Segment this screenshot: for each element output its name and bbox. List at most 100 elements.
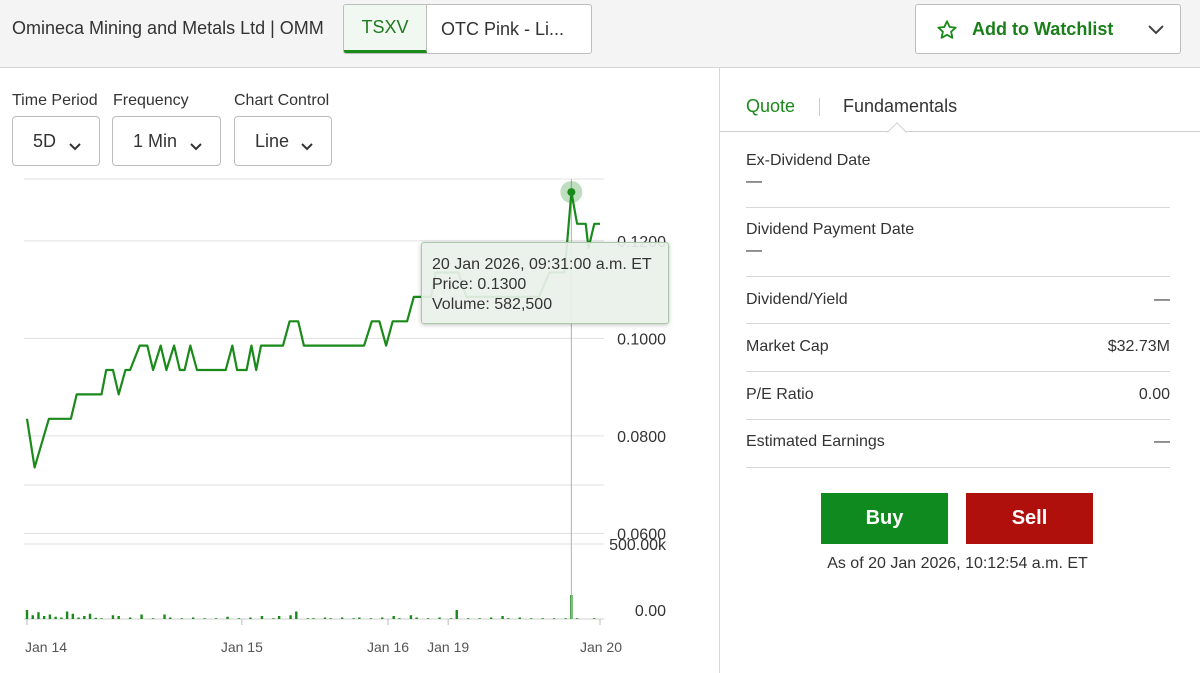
volume-tick-label: 500.00k	[609, 537, 667, 554]
volume-bar	[203, 618, 206, 619]
volume-bar	[518, 617, 521, 619]
volume-bar	[426, 618, 430, 619]
row-ex-dividend-date: Ex-Dividend Date —	[746, 132, 1170, 208]
x-axis-label: Jan 20	[580, 639, 622, 655]
exchange-switcher: TSXV OTC Pink - Li...	[343, 4, 592, 54]
panel-tabs: Quote Fundamentals	[720, 68, 1200, 142]
volume-bar	[83, 616, 86, 619]
volume-bar	[117, 616, 120, 619]
volume-bar	[88, 613, 92, 619]
volume-bar	[478, 618, 481, 619]
volume-bar	[507, 618, 510, 619]
volume-bar	[489, 617, 493, 619]
buy-button[interactable]: Buy	[821, 493, 948, 544]
star-icon	[936, 19, 958, 46]
price-line	[25, 191, 600, 469]
row-pe-ratio: P/E Ratio 0.00	[746, 372, 1170, 420]
volume-bar	[541, 618, 544, 619]
volume-bar	[77, 617, 80, 619]
fundamentals-panel: Quote Fundamentals Ex-Dividend Date — Di…	[719, 68, 1200, 673]
row-label: Ex-Dividend Date	[746, 152, 871, 169]
volume-bar	[306, 618, 309, 619]
chart-control-value: Line	[255, 130, 290, 151]
volume-axis: 500.00k 0.00	[609, 537, 667, 620]
volume-bar	[111, 615, 115, 619]
volume-bar	[398, 618, 401, 619]
volume-bar	[289, 615, 292, 619]
exchange-tab-otc-pink[interactable]: OTC Pink - Li...	[441, 18, 565, 39]
volume-bar	[467, 618, 470, 619]
row-label: P/E Ratio	[746, 386, 814, 403]
volume-bar	[323, 617, 327, 619]
volume-bars	[25, 595, 596, 619]
volume-bar	[381, 617, 384, 619]
volume-bar	[48, 614, 52, 619]
volume-bar	[501, 616, 504, 619]
as-of-timestamp: As of 20 Jan 2026, 10:12:54 a.m. ET	[827, 555, 1088, 572]
volume-bar	[409, 615, 413, 619]
header-bar: Omineca Mining and Metals Ltd | OMM TSXV…	[0, 0, 1200, 68]
volume-bar	[54, 616, 57, 619]
volume-bar	[277, 616, 281, 619]
chart-control-select[interactable]: Line	[234, 116, 332, 166]
volume-bar	[358, 617, 361, 619]
tab-quote[interactable]: Quote	[746, 96, 796, 116]
volume-bar	[128, 617, 132, 619]
tooltip-volume: Volume: 582,500	[432, 296, 553, 313]
row-label: Dividend Payment Date	[746, 221, 915, 238]
price-tick-label: 0.1000	[617, 331, 666, 348]
volume-bar	[151, 618, 155, 619]
time-period-value: 5D	[33, 130, 57, 151]
company-title: Omineca Mining and Metals Ltd | OMM	[12, 18, 324, 38]
volume-bar	[438, 617, 441, 619]
volume-bar	[295, 611, 298, 619]
volume-bar	[214, 618, 218, 619]
tooltip-date: 20 Jan 2026, 09:31:00 a.m. ET	[432, 256, 652, 273]
watchlist-label: Add to Watchlist	[972, 19, 1114, 39]
x-axis-label: Jan 14	[25, 639, 67, 655]
frequency-select[interactable]: 1 Min	[112, 116, 221, 166]
tab-divider	[819, 98, 820, 116]
chevron-down-icon	[69, 136, 81, 157]
volume-bar	[329, 618, 332, 619]
row-dividend-yield: Dividend/Yield —	[746, 277, 1170, 324]
chart-control-label: Chart Control	[234, 92, 330, 109]
chart-tooltip: 20 Jan 2026, 09:31:00 a.m. ET Price: 0.1…	[421, 242, 669, 324]
row-value: —	[1154, 433, 1170, 450]
time-period-label: Time Period	[12, 92, 98, 109]
row-estimated-earnings: Estimated Earnings —	[746, 420, 1170, 468]
volume-bar	[552, 618, 556, 619]
chevron-down-icon[interactable]	[1146, 21, 1166, 42]
volume-bar	[100, 618, 103, 619]
volume-bar	[392, 616, 395, 619]
volume-bar	[42, 616, 46, 619]
volume-bar	[352, 618, 355, 619]
sell-button[interactable]: Sell	[966, 493, 1093, 544]
volume-bar	[163, 614, 166, 619]
row-value: —	[746, 242, 762, 259]
volume-tick-label: 0.00	[635, 603, 666, 620]
exchange-tab-tsxv[interactable]: TSXV	[344, 5, 427, 53]
tab-fundamentals[interactable]: Fundamentals	[843, 96, 958, 116]
hover-dot	[567, 188, 576, 197]
volume-bar	[25, 610, 29, 619]
tooltip-price: Price: 0.1300	[432, 276, 527, 293]
volume-bar	[449, 618, 453, 619]
volume-bar	[593, 618, 596, 619]
row-value: 0.00	[1138, 386, 1170, 403]
volume-bar	[530, 618, 533, 619]
volume-bar	[575, 618, 579, 619]
time-period-select[interactable]: 5D	[12, 116, 100, 166]
frequency-label: Frequency	[113, 92, 189, 109]
volume-bar	[312, 618, 315, 619]
add-to-watchlist-button[interactable]: Add to Watchlist	[915, 4, 1181, 54]
x-axis-label: Jan 19	[427, 639, 469, 655]
volume-bar	[65, 611, 69, 619]
row-value: $32.73M	[1107, 338, 1170, 355]
volume-bar	[94, 617, 97, 619]
chevron-down-icon	[301, 136, 313, 157]
volume-bar	[169, 617, 172, 619]
volume-bar	[191, 617, 195, 619]
